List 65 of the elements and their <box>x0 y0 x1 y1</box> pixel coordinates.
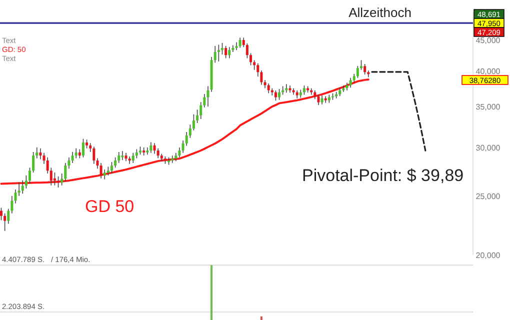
candlestick <box>114 156 117 168</box>
candlestick <box>356 66 359 78</box>
candlestick <box>253 60 256 70</box>
y-tick-label: 20,000 <box>476 251 501 260</box>
y-tick-label: 30,000 <box>476 143 501 152</box>
candlestick <box>349 77 352 88</box>
candlestick <box>178 147 181 158</box>
candlestick <box>364 64 366 75</box>
candlestick <box>92 146 96 164</box>
candlestick <box>150 142 152 154</box>
candlestick <box>228 46 231 59</box>
candlestick <box>21 180 24 194</box>
candlestick <box>39 148 42 160</box>
line-series <box>371 71 426 152</box>
candlestick <box>4 212 6 232</box>
candlestick <box>135 148 138 159</box>
candlestick <box>206 86 210 107</box>
candlestick <box>274 90 277 101</box>
candlestick <box>317 94 320 106</box>
candlestick <box>250 52 252 66</box>
candlestick <box>118 152 120 164</box>
candlestick <box>360 60 363 70</box>
candlestick <box>36 147 38 159</box>
candlestick <box>18 182 20 196</box>
y-tick-label: 40,000 <box>476 67 501 76</box>
candlestick <box>200 102 202 120</box>
y-tick-label: 25,000 <box>476 192 501 201</box>
candlestick <box>224 46 228 59</box>
candlestick <box>156 148 160 159</box>
candlestick <box>267 82 270 94</box>
candlestick <box>64 162 67 182</box>
candlestick <box>32 152 35 173</box>
annotation: Pivotal-Point: $ 39,89 <box>302 166 464 185</box>
candlestick <box>188 124 192 138</box>
candlestick <box>71 152 74 164</box>
candlestick <box>60 173 64 186</box>
candlestick <box>242 37 245 48</box>
candlestick <box>246 43 248 59</box>
candlestick <box>196 109 199 124</box>
candlestick <box>74 148 78 159</box>
candlestick <box>0 207 2 221</box>
candlestick <box>153 142 156 154</box>
y-tick-label: 45,000 <box>476 36 501 45</box>
candlestick <box>192 114 195 131</box>
ref-line-label: Allzeithoch <box>348 5 412 20</box>
candlestick <box>24 175 28 189</box>
candlestick <box>103 169 106 180</box>
candlestick <box>128 156 131 164</box>
y-tick-label: 35,000 <box>476 102 501 112</box>
candlestick <box>82 138 84 158</box>
candlestick <box>278 88 281 100</box>
candlestick <box>185 132 188 146</box>
candlestick <box>78 148 81 159</box>
candlestick <box>132 152 134 164</box>
candlestick <box>238 37 242 48</box>
candlestick <box>217 44 220 62</box>
candlestick <box>57 176 60 188</box>
candlestick <box>302 85 306 96</box>
candlestick <box>220 42 224 55</box>
candlestick <box>100 162 102 179</box>
candlestick <box>110 162 113 174</box>
candlestick <box>28 167 32 184</box>
series-label: GD 50 <box>85 197 134 216</box>
candlestick <box>121 150 124 161</box>
candlestick <box>324 96 327 104</box>
